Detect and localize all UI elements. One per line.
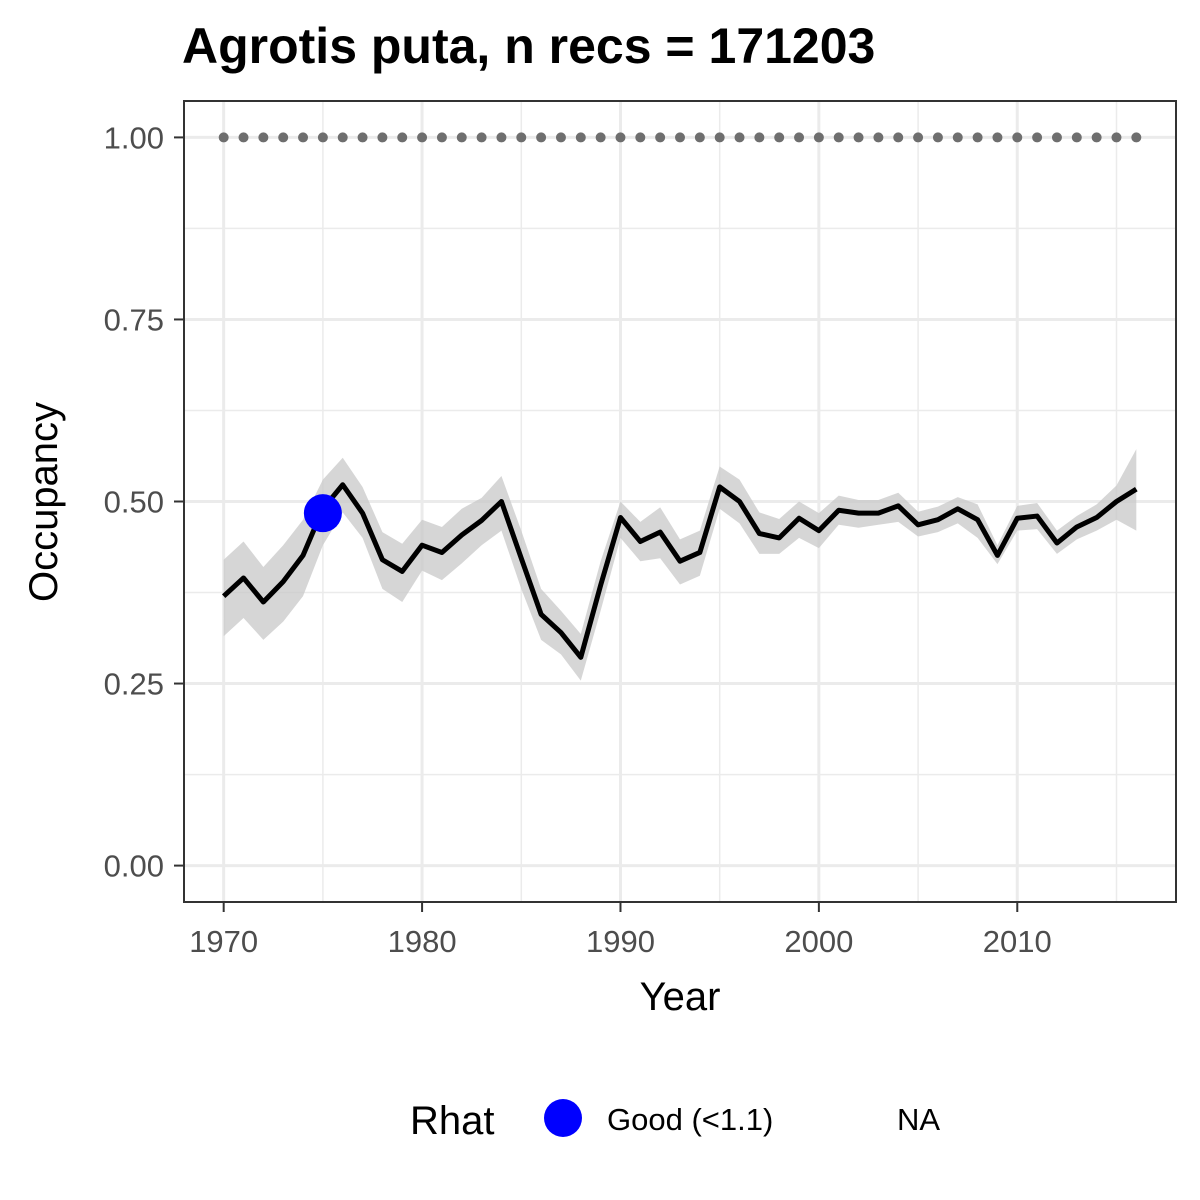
reference-dot — [754, 132, 765, 143]
reference-dot — [317, 132, 328, 143]
x-tick-label: 1990 — [586, 924, 655, 959]
legend-key-good — [544, 1099, 582, 1137]
reference-dot — [436, 132, 447, 143]
reference-dot — [516, 132, 527, 143]
reference-dot — [397, 132, 408, 143]
reference-dot — [218, 132, 229, 143]
reference-dot — [952, 132, 963, 143]
reference-dot — [635, 132, 646, 143]
legend: Rhat Good (<1.1) NA — [410, 1099, 940, 1143]
reference-dot — [1131, 132, 1142, 143]
reference-dot — [278, 132, 289, 143]
confidence-ribbon — [223, 449, 1137, 681]
reference-dot — [774, 132, 785, 143]
reference-dot — [675, 132, 685, 143]
x-tick-label: 2000 — [784, 924, 853, 959]
legend-title: Rhat — [410, 1099, 495, 1143]
reference-dot — [1091, 132, 1102, 143]
x-tick-label: 2010 — [983, 924, 1052, 959]
occupancy-line — [221, 482, 1138, 660]
reference-dot — [476, 132, 487, 143]
chart-title: Agrotis puta, n recs = 171203 — [182, 18, 875, 74]
reference-dot — [992, 132, 1003, 143]
reference-dot — [1051, 132, 1062, 143]
legend-label-good: Good (<1.1) — [607, 1102, 773, 1137]
reference-dot — [615, 132, 626, 143]
reference-dot — [694, 132, 705, 143]
reference-dot — [1071, 132, 1082, 143]
reference-dot — [794, 132, 805, 143]
reference-dot — [1111, 132, 1122, 143]
x-axis: 1970 1980 1990 2000 2010 — [189, 902, 1052, 959]
reference-dot — [417, 132, 428, 143]
y-tick-label: 0.75 — [104, 302, 164, 337]
y-axis-title: Occupancy — [22, 402, 66, 602]
reference-dot — [536, 132, 547, 143]
reference-dot — [238, 132, 249, 143]
reference-dot — [893, 132, 904, 143]
y-tick-label: 0.00 — [104, 849, 164, 884]
reference-dot — [298, 132, 309, 143]
y-tick-label: 0.50 — [104, 485, 164, 520]
reference-dot — [595, 132, 606, 143]
reference-dot — [337, 132, 348, 143]
reference-dot — [972, 132, 983, 143]
reference-dot — [496, 132, 507, 143]
reference-dot — [575, 132, 586, 143]
reference-dot — [853, 132, 864, 143]
y-tick-label: 1.00 — [104, 120, 164, 155]
reference-dot — [555, 132, 566, 143]
y-tick-label: 0.25 — [104, 667, 164, 702]
reference-dot — [1032, 132, 1043, 143]
rhat-points — [303, 494, 342, 533]
reference-dot — [873, 132, 884, 143]
reference-dot — [357, 132, 368, 143]
reference-dot — [456, 132, 467, 143]
legend-label-na: NA — [897, 1102, 940, 1137]
reference-dot — [833, 132, 844, 143]
reference-dot — [813, 132, 824, 143]
rhat-point — [303, 494, 342, 533]
reference-dot — [377, 132, 388, 143]
x-tick-label: 1980 — [388, 924, 457, 959]
reference-dot — [258, 132, 269, 143]
reference-dot — [932, 132, 943, 143]
x-tick-label: 1970 — [189, 924, 258, 959]
reference-dot — [714, 132, 725, 143]
reference-dot — [734, 132, 745, 143]
reference-dots — [218, 132, 1142, 143]
x-axis-title: Year — [640, 975, 721, 1019]
reference-dot — [655, 132, 666, 143]
y-axis: 0.00 0.25 0.50 0.75 1.00 — [104, 120, 184, 884]
reference-dot — [1012, 132, 1023, 143]
reference-dot — [913, 132, 924, 143]
